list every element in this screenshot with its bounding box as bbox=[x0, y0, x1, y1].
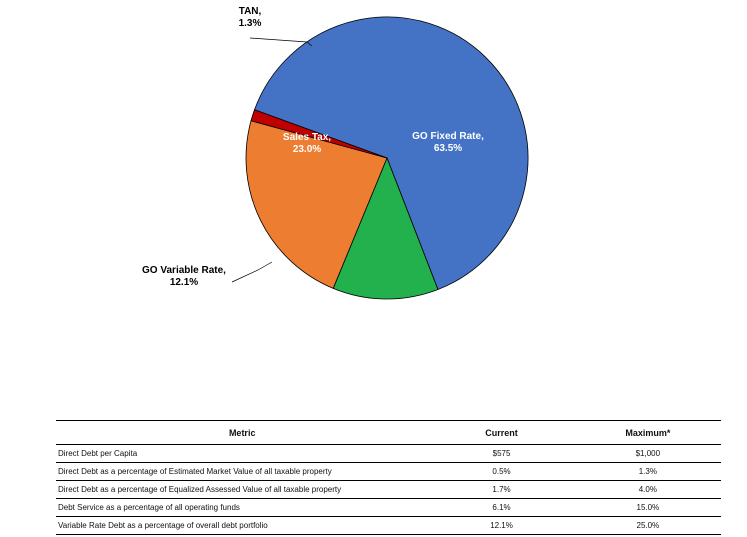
leader-line-go-variable bbox=[231, 261, 273, 283]
pie-slice-go-variable-rate bbox=[332, 156, 439, 300]
slice-label-go-variable-rate: GO Variable Rate, 12.1% bbox=[142, 265, 226, 288]
current-cell: 12.1% bbox=[428, 516, 575, 535]
maximum-cell: $1,000 bbox=[574, 444, 721, 463]
metric-cell: Direct Debt as a percentage of Equalized… bbox=[56, 480, 429, 499]
slice-label-tan: TAN, 1.3% bbox=[239, 6, 262, 29]
table-row: Direct Debt per Capita $575 $1,000 bbox=[56, 444, 721, 463]
maximum-cell: 25.0% bbox=[574, 516, 721, 535]
table-row: Variable Rate Debt as a percentage of ov… bbox=[56, 516, 721, 535]
table-header-row: Metric Current Maximum* bbox=[56, 420, 721, 445]
slice-label-go-fixed-rate: GO Fixed Rate, 63.5% bbox=[412, 131, 484, 154]
current-cell: $575 bbox=[428, 444, 575, 463]
metric-cell: Debt Service as a percentage of all oper… bbox=[56, 498, 429, 517]
current-cell: 6.1% bbox=[428, 498, 575, 517]
current-cell: 0.5% bbox=[428, 462, 575, 481]
table-row: Direct Debt as a percentage of Equalized… bbox=[56, 480, 721, 499]
metric-cell: Direct Debt per Capita bbox=[56, 444, 429, 463]
table-row: Direct Debt as a percentage of Estimated… bbox=[56, 462, 721, 481]
maximum-cell: 15.0% bbox=[574, 498, 721, 517]
metric-cell: Variable Rate Debt as a percentage of ov… bbox=[56, 516, 429, 535]
maximum-cell: 1.3% bbox=[574, 462, 721, 481]
header-current: Current bbox=[428, 420, 575, 445]
current-cell: 1.7% bbox=[428, 480, 575, 499]
header-metric: Metric bbox=[56, 420, 429, 445]
slice-label-sales-tax: Sales Tax, 23.0% bbox=[283, 132, 331, 155]
maximum-cell: 4.0% bbox=[574, 480, 721, 499]
header-maximum: Maximum* bbox=[574, 420, 721, 445]
pie-chart: GO Fixed Rate, 63.5% GO Variable Rate, 12.1… bbox=[142, 6, 529, 300]
leader-line-tan bbox=[249, 37, 313, 47]
pie-slice-tan bbox=[250, 109, 388, 159]
debt-metrics-table: Metric Current Maximum* Direct Debt per … bbox=[56, 420, 721, 535]
pie-slice-go-fixed-rate bbox=[253, 16, 529, 290]
pie-slice-sales-tax bbox=[245, 120, 388, 289]
table-row: Debt Service as a percentage of all oper… bbox=[56, 498, 721, 517]
metric-cell: Direct Debt as a percentage of Estimated… bbox=[56, 462, 429, 481]
